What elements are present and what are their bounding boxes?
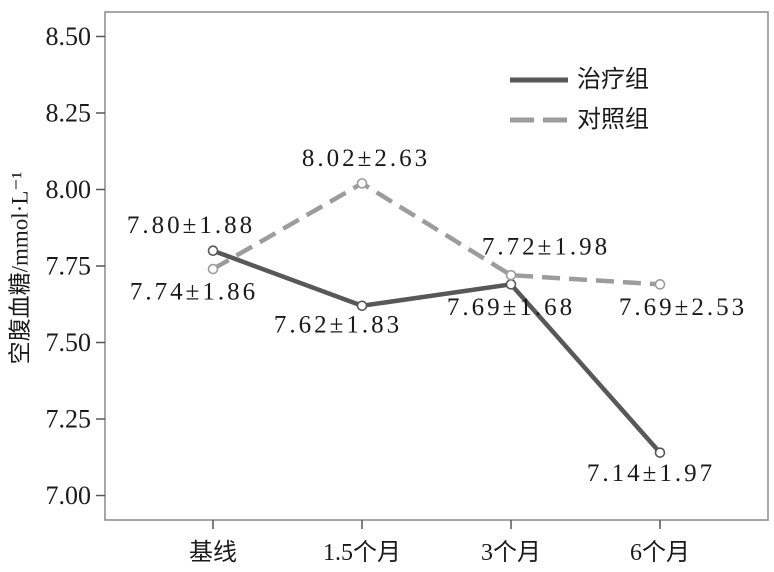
y-tick-label: 7.25 (46, 405, 92, 434)
y-tick-label: 7.50 (46, 328, 92, 357)
legend-label: 治疗组 (577, 66, 649, 93)
data-point (207, 245, 219, 256)
data-label: 7.14±1.97 (587, 460, 715, 487)
data-point (654, 279, 666, 290)
data-label: 7.69±2.53 (619, 294, 747, 321)
data-label: 7.62±1.83 (274, 311, 402, 338)
series-line (211, 181, 661, 287)
data-point (356, 178, 368, 189)
data-point (505, 269, 517, 281)
y-tick-label: 8.25 (46, 98, 92, 127)
data-label: 8.02±2.63 (302, 145, 430, 172)
y-axis-label: 空腹血糖/mmol·L⁻¹ (8, 171, 33, 364)
x-tick-label: 1.5个月 (323, 539, 401, 566)
data-label: 7.74±1.86 (130, 279, 258, 306)
y-tick-label: 7.75 (46, 252, 92, 281)
legend-label: 对照组 (577, 106, 649, 133)
y-tick-label: 8.00 (46, 175, 92, 204)
plot-frame (104, 11, 769, 521)
data-point (356, 300, 368, 312)
y-tick-label: 8.50 (46, 22, 92, 51)
x-tick-label: 6个月 (630, 539, 690, 566)
x-tick-label: 3个月 (481, 539, 541, 566)
series-line (212, 248, 662, 455)
data-label: 7.72±1.98 (482, 234, 610, 261)
data-label: 7.80±1.88 (127, 212, 255, 239)
x-tick-label: 基线 (189, 539, 237, 566)
y-tick-label: 7.00 (46, 481, 92, 510)
data-label: 7.69±1.68 (447, 294, 575, 321)
data-point (207, 263, 219, 275)
data-point (505, 279, 517, 290)
data-point (654, 447, 666, 458)
